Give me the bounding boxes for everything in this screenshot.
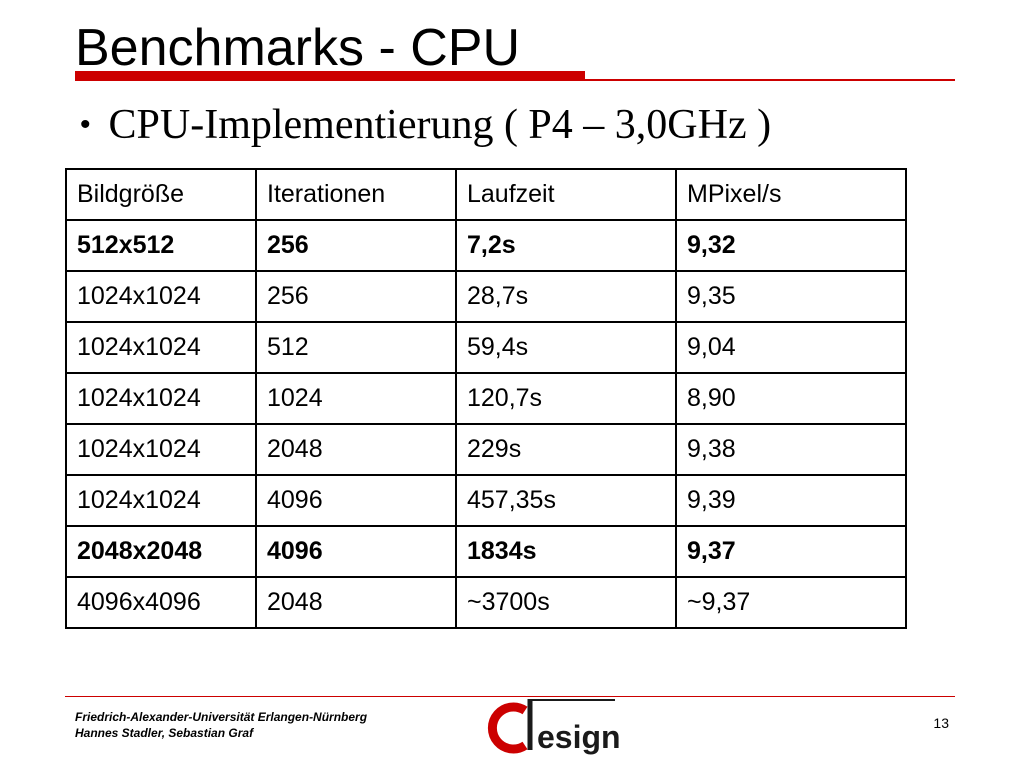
table-cell: 9,38 <box>675 423 907 476</box>
table-cell: 2048x2048 <box>65 525 257 578</box>
table-cell: 2048 <box>255 423 457 476</box>
table-row: 1024x1024 4096 457,35s 9,39 <box>65 474 907 527</box>
table-row: 2048x2048 4096 1834s 9,37 <box>65 525 907 578</box>
logo-c-ring <box>487 702 528 754</box>
table-cell: 8,90 <box>675 372 907 425</box>
col-header-laufzeit: Laufzeit <box>455 168 677 221</box>
table-cell: 9,37 <box>675 525 907 578</box>
table-cell: ~3700s <box>455 576 677 629</box>
bullet-icon: • <box>80 108 91 141</box>
logo-text: esign <box>537 719 621 755</box>
footer-rule <box>65 696 955 697</box>
table-row: 1024x1024 2048 229s 9,38 <box>65 423 907 476</box>
slide-title: Benchmarks - CPU <box>75 19 520 77</box>
table-header-row: Bildgröße Iterationen Laufzeit MPixel/s <box>65 168 907 221</box>
table-cell: 1834s <box>455 525 677 578</box>
title-underline-rule <box>585 79 955 81</box>
table-cell: 1024x1024 <box>65 372 257 425</box>
table-cell: 9,32 <box>675 219 907 272</box>
col-header-bildgroesse: Bildgröße <box>65 168 257 221</box>
table-row: 512x512 256 7,2s 9,32 <box>65 219 907 272</box>
table-cell: 59,4s <box>455 321 677 374</box>
table-cell: 512x512 <box>65 219 257 272</box>
table-cell: 4096 <box>255 474 457 527</box>
benchmark-table: Bildgröße Iterationen Laufzeit MPixel/s … <box>65 168 907 629</box>
table-cell: 1024x1024 <box>65 474 257 527</box>
table-cell: 1024 <box>255 372 457 425</box>
table-cell: 4096x4096 <box>65 576 257 629</box>
table-cell: 256 <box>255 270 457 323</box>
col-header-iterationen: Iterationen <box>255 168 457 221</box>
table-row: 1024x1024 1024 120,7s 8,90 <box>65 372 907 425</box>
title-underline-bar <box>75 71 585 81</box>
cdesign-logo-graphic: esign <box>487 699 621 755</box>
table-cell: 1024x1024 <box>65 321 257 374</box>
footer-authors: Hannes Stadler, Sebastian Graf <box>75 725 254 740</box>
table-cell: ~9,37 <box>675 576 907 629</box>
table-cell: 120,7s <box>455 372 677 425</box>
table-cell: 9,04 <box>675 321 907 374</box>
page-number: 13 <box>933 715 949 731</box>
bullet-text: CPU-Implementierung ( P4 – 3,0GHz ) <box>108 102 772 148</box>
table-cell: 256 <box>255 219 457 272</box>
footer-university: Friedrich-Alexander-Universität Erlangen… <box>75 710 368 724</box>
bullet-item: • CPU-Implementierung ( P4 – 3,0GHz ) <box>80 102 771 148</box>
table-row: 4096x4096 2048 ~3700s ~9,37 <box>65 576 907 629</box>
table-cell: 4096 <box>255 525 457 578</box>
table-row: 1024x1024 256 28,7s 9,35 <box>65 270 907 323</box>
table-row: 1024x1024 512 59,4s 9,04 <box>65 321 907 374</box>
table-cell: 2048 <box>255 576 457 629</box>
table-cell: 9,39 <box>675 474 907 527</box>
table-cell: 1024x1024 <box>65 423 257 476</box>
table-cell: 9,35 <box>675 270 907 323</box>
footer-credits: Friedrich-Alexander-Universität Erlangen… <box>75 710 367 741</box>
table-cell: 512 <box>255 321 457 374</box>
table-cell: 229s <box>455 423 677 476</box>
table-cell: 7,2s <box>455 219 677 272</box>
cdesign-logo: esign <box>483 696 623 762</box>
benchmark-table-body: 512x512 256 7,2s 9,32 1024x1024 256 28,7s 9,35 1… <box>65 219 907 629</box>
table-cell: 28,7s <box>455 270 677 323</box>
table-cell: 1024x1024 <box>65 270 257 323</box>
col-header-mpixels: MPixel/s <box>675 168 907 221</box>
table-cell: 457,35s <box>455 474 677 527</box>
